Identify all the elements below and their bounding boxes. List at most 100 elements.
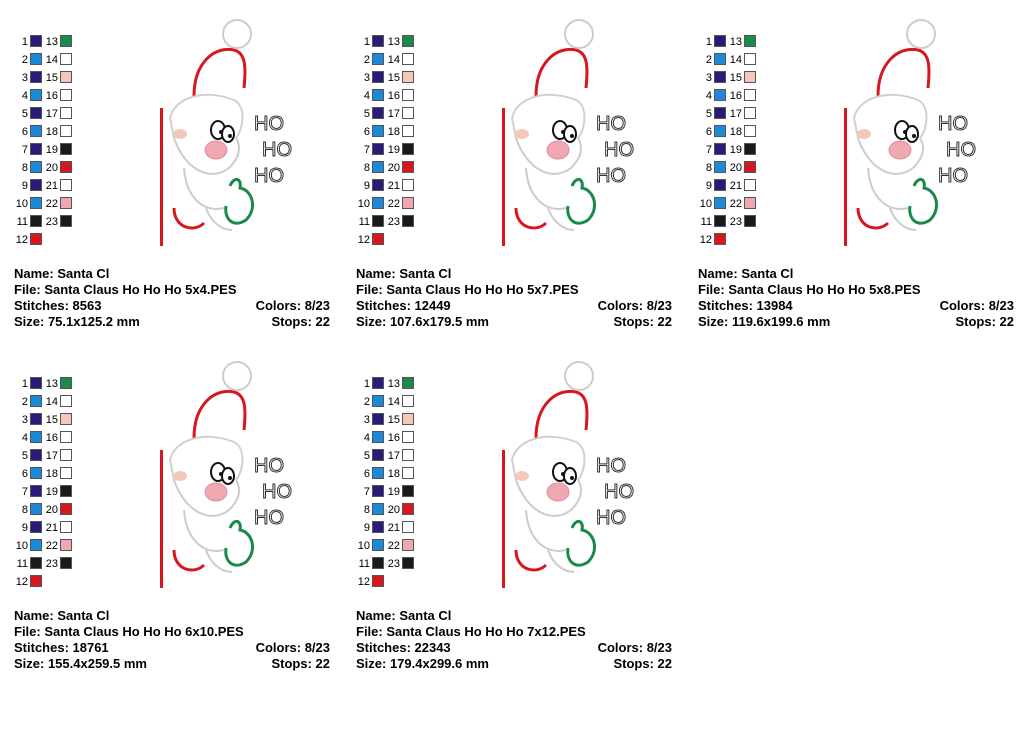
color-swatch — [30, 377, 42, 389]
palette-row: 5 17 — [356, 448, 426, 466]
color-swatch — [714, 233, 726, 245]
color-swatch — [714, 35, 726, 47]
color-swatch — [60, 395, 72, 407]
palette-index: 22 — [387, 540, 400, 552]
color-swatch — [372, 215, 384, 227]
ho-text: HO — [596, 165, 626, 187]
palette-index: 2 — [705, 54, 712, 66]
palette-index: 2 — [363, 396, 370, 408]
design-name: Name: Santa Cl — [356, 608, 452, 623]
palette-row: 8 20 — [356, 502, 426, 520]
palette-row: 6 18 — [14, 466, 84, 484]
stitch-count: Stitches: 18761 — [14, 640, 109, 655]
santa-embroidery-preview: HO HO HO — [476, 350, 656, 595]
color-swatch — [372, 575, 384, 587]
palette-row: 3 15 — [698, 70, 768, 88]
color-swatch — [744, 53, 756, 65]
palette-index: 2 — [21, 396, 28, 408]
color-swatch — [402, 395, 414, 407]
palette-index: 16 — [45, 432, 58, 444]
palette-index: 15 — [387, 72, 400, 84]
design-size: Size: 155.4x259.5 mm — [14, 656, 147, 671]
design-info: Name: Santa Cl File: Santa Claus Ho Ho Ho… — [14, 608, 330, 672]
palette-index: 12 — [15, 234, 28, 246]
design-info: Name: Santa Cl File: Santa Claus Ho Ho Ho… — [356, 608, 672, 672]
palette-row: 4 16 — [356, 88, 426, 106]
color-swatch — [402, 467, 414, 479]
palette-row: 2 14 — [356, 52, 426, 70]
palette-index: 12 — [699, 234, 712, 246]
palette-row: 11 23 — [698, 214, 768, 232]
color-swatch — [30, 521, 42, 533]
color-swatch — [30, 557, 42, 569]
palette-index: 10 — [699, 198, 712, 210]
palette-index: 13 — [387, 36, 400, 48]
color-swatch — [30, 503, 42, 515]
color-count: Colors: 8/23 — [597, 298, 672, 313]
palette-index: 17 — [45, 108, 58, 120]
color-swatch — [60, 377, 72, 389]
color-swatch — [60, 71, 72, 83]
palette-row: 12 — [356, 232, 426, 250]
color-swatch — [372, 161, 384, 173]
palette-index: 3 — [21, 72, 28, 84]
color-swatch — [372, 35, 384, 47]
color-swatch — [372, 107, 384, 119]
palette-index: 19 — [45, 144, 58, 156]
design-name: Name: Santa Cl — [698, 266, 794, 281]
palette-row: 1 13 — [14, 34, 84, 52]
color-swatch — [402, 107, 414, 119]
color-swatch — [372, 521, 384, 533]
color-swatch — [372, 557, 384, 569]
palette-index: 4 — [363, 432, 370, 444]
palette-index: 13 — [729, 36, 742, 48]
color-swatch — [60, 449, 72, 461]
ho-text: HO — [262, 139, 292, 161]
palette-index: 3 — [363, 414, 370, 426]
color-swatch — [30, 575, 42, 587]
stitches-row: Stitches: 8563 Colors: 8/23 — [14, 298, 330, 314]
palette-index: 13 — [387, 378, 400, 390]
palette-index: 10 — [15, 198, 28, 210]
palette-row: 9 21 — [356, 178, 426, 196]
design-file: File: Santa Claus Ho Ho Ho 5x8.PES — [698, 282, 921, 297]
stop-count: Stops: 22 — [613, 656, 672, 671]
palette-index: 12 — [357, 234, 370, 246]
color-swatch — [402, 71, 414, 83]
stop-count: Stops: 22 — [271, 656, 330, 671]
palette-index: 7 — [21, 144, 28, 156]
palette-row: 2 14 — [356, 394, 426, 412]
ho-text: HO — [254, 455, 284, 477]
palette-index: 21 — [387, 522, 400, 534]
palette-index: 17 — [729, 108, 742, 120]
color-count: Colors: 8/23 — [597, 640, 672, 655]
palette-index: 2 — [363, 54, 370, 66]
color-swatch — [402, 89, 414, 101]
palette-row: 8 20 — [14, 502, 84, 520]
palette-index: 21 — [387, 180, 400, 192]
color-swatch — [402, 215, 414, 227]
palette-row: 9 21 — [356, 520, 426, 538]
color-swatch — [60, 143, 72, 155]
palette-row: 12 — [698, 232, 768, 250]
design-name: Name: Santa Cl — [14, 608, 110, 623]
palette-index: 15 — [729, 72, 742, 84]
color-swatch — [714, 143, 726, 155]
palette-index: 23 — [45, 216, 58, 228]
color-swatch — [372, 179, 384, 191]
color-swatch — [30, 449, 42, 461]
color-swatch — [714, 89, 726, 101]
palette-index: 2 — [21, 54, 28, 66]
color-swatch — [402, 521, 414, 533]
palette-row: 8 20 — [698, 160, 768, 178]
color-swatch — [372, 53, 384, 65]
color-swatch — [60, 197, 72, 209]
palette-index: 20 — [387, 162, 400, 174]
palette-index: 4 — [21, 432, 28, 444]
size-row: Size: 75.1x125.2 mm Stops: 22 — [14, 314, 330, 330]
palette-index: 10 — [15, 540, 28, 552]
palette-index: 15 — [387, 414, 400, 426]
palette-row: 4 16 — [14, 88, 84, 106]
color-swatch — [372, 449, 384, 461]
design-name: Name: Santa Cl — [356, 266, 452, 281]
